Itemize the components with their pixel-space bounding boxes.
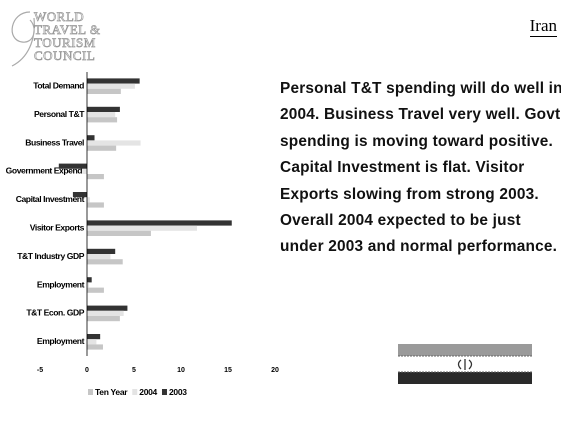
bar <box>87 339 97 345</box>
legend-swatch <box>161 389 167 395</box>
category-label: Visitor Exports <box>30 222 85 232</box>
category-label: Government Expend. <box>6 166 84 176</box>
bar <box>87 310 124 316</box>
category-label: T&T Econ. GDP <box>26 308 84 318</box>
bar <box>87 112 116 118</box>
bar <box>87 135 95 141</box>
bar <box>87 145 117 151</box>
bar <box>87 254 111 260</box>
bar <box>87 78 140 84</box>
category-label: Total Demand <box>33 80 84 90</box>
logo-text: COUNCIL <box>34 48 95 63</box>
category-label: Employment <box>37 336 85 346</box>
bar <box>87 334 101 340</box>
x-tick-label: 0 <box>85 367 89 374</box>
bar <box>58 163 87 169</box>
legend-swatch <box>132 389 138 395</box>
logo-text: WORLD <box>34 9 84 24</box>
x-tick-label: 5 <box>132 367 136 374</box>
bar <box>87 220 232 226</box>
flag <box>398 344 532 384</box>
legend-swatch <box>88 389 93 395</box>
bar <box>87 230 151 236</box>
category-label: T&T Industry GDP <box>17 251 85 261</box>
bar <box>87 287 104 293</box>
bar <box>72 192 87 198</box>
logo-text: TOURISM <box>34 35 96 50</box>
bar <box>87 197 90 203</box>
bar <box>82 168 87 174</box>
category-label: Employment <box>37 279 85 289</box>
bar <box>87 277 92 283</box>
category-label: Business Travel <box>25 137 84 147</box>
category-label: Capital Investment <box>16 194 85 204</box>
x-tick-label: 15 <box>224 367 232 374</box>
logo-text: TRAVEL & <box>34 22 100 37</box>
bar <box>87 344 103 350</box>
category-label: Personal T&T <box>34 109 85 119</box>
bar <box>87 259 123 265</box>
bar <box>87 305 128 311</box>
logo-swoosh <box>11 11 35 67</box>
legend-label: 2004 <box>139 387 157 397</box>
country: Iran <box>529 16 557 37</box>
legend-label: 2003 <box>169 387 187 397</box>
bar <box>87 248 116 254</box>
bar <box>87 202 104 208</box>
bar <box>87 282 89 288</box>
bar <box>87 225 197 231</box>
bar <box>87 106 120 112</box>
x-tick-label: 10 <box>177 367 185 374</box>
commentary: Personal T&T spending will do well in 20… <box>280 80 561 256</box>
bar <box>87 316 120 322</box>
x-tick-label: -5 <box>37 367 43 374</box>
x-tick-label: 20 <box>271 367 279 374</box>
bar <box>87 83 135 89</box>
bar <box>87 117 118 123</box>
bar <box>87 88 121 94</box>
bar <box>87 140 141 146</box>
legend-label: Ten Year <box>95 387 128 397</box>
bar <box>87 174 104 180</box>
